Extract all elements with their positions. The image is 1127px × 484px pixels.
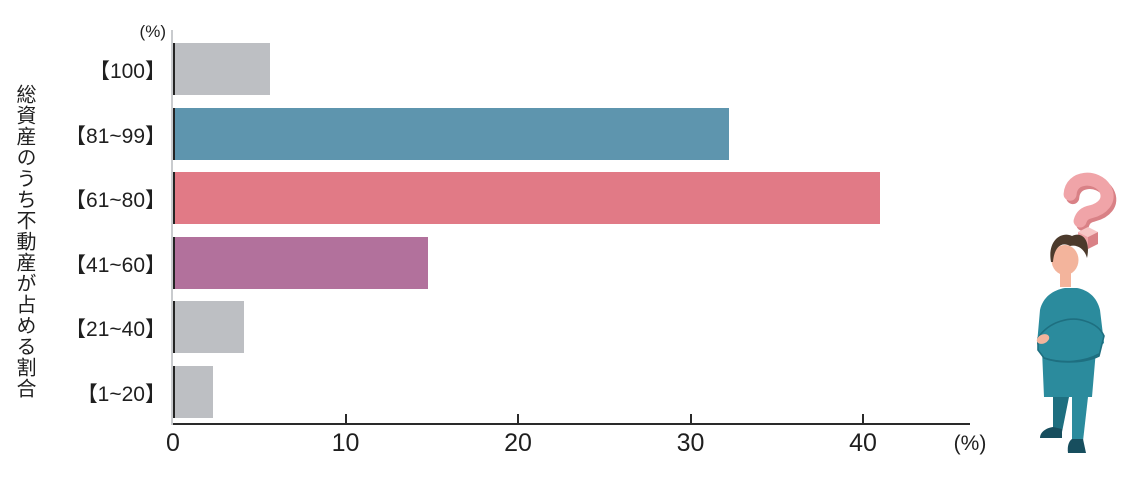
person-hand: [1036, 334, 1050, 344]
question-mark-icon: [1063, 172, 1117, 231]
bar-row: [173, 105, 970, 170]
y-axis-title: 総資産のうち不動産が占める割合: [13, 84, 35, 399]
bar: [173, 172, 881, 224]
person-right-leg: [1072, 397, 1088, 441]
x-axis-tick-label: 0: [166, 429, 180, 457]
category-label: 【100】: [88, 60, 166, 83]
category-labels: 【100】【81~99】 【61~80】 【41~60】 【21~40】【1~20】: [22, 40, 166, 427]
bar: [173, 236, 429, 289]
bar-row: [173, 40, 970, 105]
category-label: 【41~60】: [65, 253, 166, 277]
bars-container: [173, 40, 970, 427]
category-label: 【1~20】: [76, 382, 166, 406]
category-label: 【21~40】: [65, 318, 166, 341]
category-label: 【81~99】: [65, 124, 166, 148]
thinking-businessman-illustration: [1036, 172, 1117, 453]
category-label: 【61~80】: [65, 189, 166, 212]
x-axis-tick: [862, 414, 864, 423]
bar: [173, 365, 213, 418]
person-hair: [1050, 234, 1088, 262]
person-neck: [1060, 270, 1071, 287]
y-axis-line: [171, 30, 173, 425]
person-face: [1051, 245, 1079, 275]
x-axis-tick: [517, 414, 519, 423]
x-axis-tick-label: 40: [849, 429, 877, 457]
bar-row: [173, 363, 970, 428]
bar-row: [173, 169, 970, 234]
y-axis-unit-label: (%): [139, 22, 166, 41]
x-axis-line: [173, 423, 970, 425]
x-axis-tick-label: 20: [504, 429, 532, 457]
bar-row: [173, 234, 970, 299]
x-axis-tick: [689, 414, 692, 423]
person-left-shoe: [1040, 427, 1062, 438]
person-left-leg: [1053, 397, 1069, 432]
x-axis-tick: [344, 414, 347, 423]
bar-row: [173, 298, 970, 363]
x-axis-tick-label: 10: [331, 429, 360, 457]
plot-area: 0 10 20 30 40 (%): [166, 30, 986, 457]
x-axis-tick-label: 30: [676, 429, 705, 457]
bar: [173, 43, 270, 95]
bar: [173, 107, 729, 160]
bar: [173, 301, 244, 353]
person-right-shoe: [1067, 439, 1086, 453]
x-axis-unit-label: (%): [953, 432, 987, 455]
